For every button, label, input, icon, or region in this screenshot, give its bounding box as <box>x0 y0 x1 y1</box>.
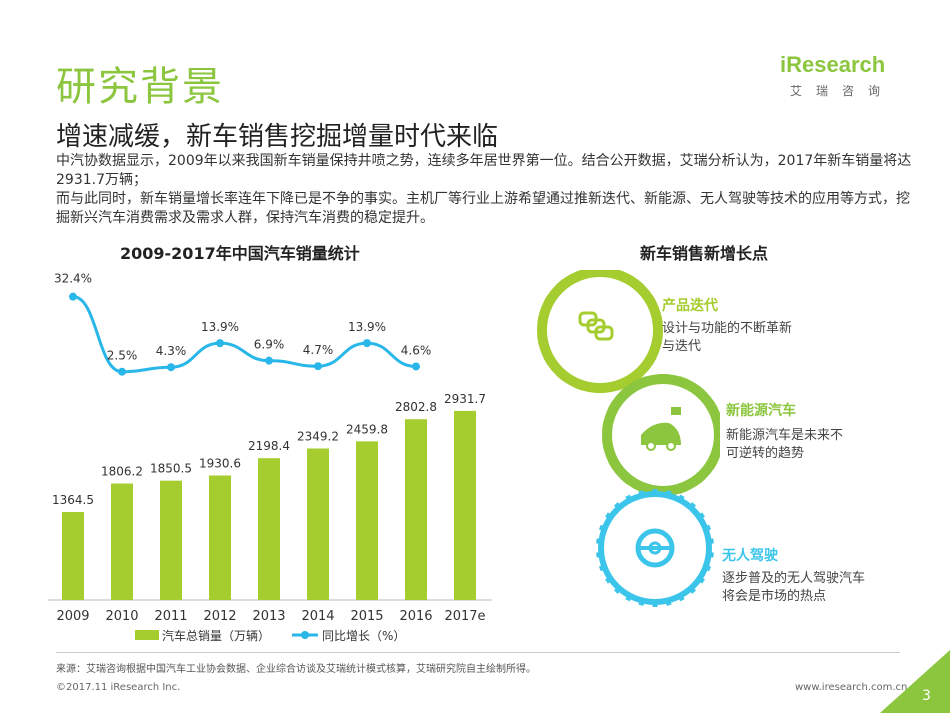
growth-label: 13.9% <box>201 320 239 334</box>
chart-title: 2009-2017年中国汽车销量统计 <box>120 244 360 263</box>
growth-label: 6.9% <box>254 338 285 352</box>
item-title: 新能源汽车 <box>726 403 796 419</box>
item-product-iteration: 产品迭代 设计与功能的不断革新 与迭代 <box>662 295 792 356</box>
bar-label: 2349.2 <box>297 429 339 443</box>
item-new-energy: 新能源汽车 新能源汽车是未来不 可逆转的趋势 <box>726 400 843 463</box>
growth-point <box>216 339 224 348</box>
item-desc: 新能源汽车是未来不 <box>726 428 844 443</box>
iresearch-logo: iResearch 艾瑞咨询 <box>780 52 900 99</box>
bar <box>454 410 476 600</box>
legend-bar-swatch <box>135 630 159 640</box>
page-title: 研究背景 <box>56 64 224 110</box>
legend-line-marker <box>301 631 309 639</box>
x-tick-label: 2013 <box>252 609 285 624</box>
bar <box>160 480 182 600</box>
growth-label: 32.4% <box>54 272 92 286</box>
item-desc: 将会是市场的热点 <box>722 589 827 604</box>
bar <box>356 441 378 600</box>
footer-divider <box>56 652 900 653</box>
bar <box>258 458 280 600</box>
x-tick-label: 2016 <box>399 609 432 624</box>
item-desc: 与迭代 <box>662 339 702 354</box>
item-desc: 可逆转的趋势 <box>726 446 805 461</box>
bar-label: 2802.8 <box>395 400 437 414</box>
growth-label: 2.5% <box>107 349 138 363</box>
bar <box>62 511 84 600</box>
x-tick-label: 2009 <box>56 609 89 624</box>
bar <box>209 475 231 600</box>
x-tick-label: 2017e <box>444 609 485 624</box>
growth-point <box>314 362 322 371</box>
growth-point <box>167 363 175 372</box>
item-desc: 逐步普及的无人驾驶汽车 <box>722 571 866 586</box>
growth-point <box>118 367 126 376</box>
right-title: 新车销售新增长点 <box>640 244 769 263</box>
source-note: 来源：艾瑞咨询根据中国汽车工业协会数据、企业综合访谈及艾瑞统计模式核算，艾瑞研究… <box>56 664 536 675</box>
x-tick-label: 2015 <box>350 609 383 624</box>
description: 中汽协数据显示，2009年以来我国新车销量保持井喷之势，连续多年居世界第一位。结… <box>56 152 916 228</box>
steering-wheel-icon <box>635 528 675 568</box>
electric-car-icon <box>641 407 681 451</box>
bar-label: 1850.5 <box>150 462 192 476</box>
bar <box>307 448 329 600</box>
item-desc: 设计与功能的不断革新 <box>662 321 793 336</box>
page-number: 3 <box>922 688 931 704</box>
paragraph-2: 而与此同时，新车销量增长率连年下降已是不争的事实。主机厂等行业上游希望通过推新迭… <box>56 191 910 226</box>
copyright: ©2017.11 iResearch Inc. <box>56 682 181 693</box>
page-subtitle: 增速减缓，新车销售挖掘增量时代来临 <box>56 122 499 152</box>
bar-label: 1364.5 <box>52 493 94 507</box>
bar-label: 2198.4 <box>248 439 290 453</box>
sales-chart: 1364.5 2009 1806.2 2010 1850.5 2011 1930.6 2012… <box>48 272 492 643</box>
x-tick-label: 2010 <box>105 609 138 624</box>
logo-sub: 艾瑞咨询 <box>790 84 895 98</box>
growth-label: 13.9% <box>348 320 386 334</box>
x-tick-label: 2011 <box>154 609 187 624</box>
bar <box>405 419 427 600</box>
growth-point <box>412 362 420 371</box>
paragraph-1: 中汽协数据显示，2009年以来我国新车销量保持井喷之势，连续多年居世界第一位。结… <box>56 153 912 188</box>
logo-text: iResearch <box>780 52 886 77</box>
gears-diagram <box>537 270 720 607</box>
growth-label: 4.7% <box>303 343 334 357</box>
item-title: 无人驾驶 <box>722 548 778 564</box>
bar-label: 2459.8 <box>346 422 388 436</box>
x-tick-label: 2012 <box>203 609 236 624</box>
page-corner <box>880 650 950 713</box>
item-title: 产品迭代 <box>662 298 718 314</box>
bar-label: 1930.6 <box>199 456 241 470</box>
growth-point <box>69 292 77 301</box>
legend-line-label: 同比增长（%） <box>322 629 405 643</box>
cars-icon <box>578 311 614 341</box>
bar-label: 2931.7 <box>444 392 486 406</box>
growth-label: 4.6% <box>401 343 432 357</box>
legend-bar-label: 汽车总销量（万辆） <box>162 628 270 643</box>
bar <box>111 483 133 600</box>
growth-point <box>265 356 273 365</box>
item-autonomous: 无人驾驶 逐步普及的无人驾驶汽车 将会是市场的热点 <box>722 545 865 606</box>
growth-label: 4.3% <box>156 344 187 358</box>
website-link[interactable]: www.iresearch.com.cn <box>795 682 908 693</box>
bar-label: 1806.2 <box>101 465 143 479</box>
gear <box>537 270 663 393</box>
growth-point <box>363 339 371 348</box>
x-tick-label: 2014 <box>301 609 334 624</box>
